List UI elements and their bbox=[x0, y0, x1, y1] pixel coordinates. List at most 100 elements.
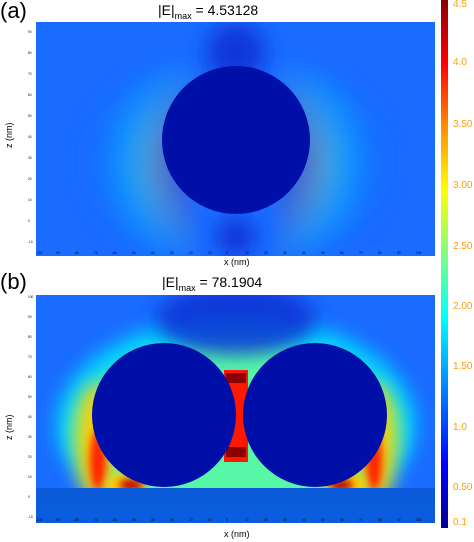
colorbar bbox=[441, 0, 448, 528]
x-tick: 40 bbox=[302, 518, 306, 522]
panel-b-z-ticks: 100 90 80 70 60 50 40 30 20 10 0 -10 bbox=[28, 295, 36, 520]
panel-b-x-axis-label: x (nm) bbox=[224, 529, 250, 539]
x-tick: 80 bbox=[378, 518, 382, 522]
z-tick: -10 bbox=[28, 240, 33, 244]
z-tick: 80 bbox=[28, 335, 32, 339]
z-tick: 20 bbox=[28, 455, 32, 459]
x-tick: -60 bbox=[112, 518, 117, 522]
panel-b-letter: (b) bbox=[0, 269, 27, 294]
x-tick: 40 bbox=[302, 251, 306, 255]
x-tick: 0 bbox=[226, 518, 228, 522]
colorbar-tick: 2.00 bbox=[453, 301, 473, 312]
z-tick: 70 bbox=[28, 355, 32, 359]
z-tick: 60 bbox=[28, 375, 32, 379]
z-tick: 40 bbox=[28, 135, 32, 139]
x-tick: -10 bbox=[207, 518, 212, 522]
x-tick: 20 bbox=[264, 251, 268, 255]
panel-b-z-axis-label: z (nm) bbox=[4, 414, 14, 441]
x-tick: -80 bbox=[74, 518, 79, 522]
z-tick: 30 bbox=[28, 435, 32, 439]
x-tick: 100 bbox=[416, 251, 422, 255]
x-tick: 10 bbox=[245, 518, 249, 522]
z-tick: 100 bbox=[28, 295, 34, 299]
x-tick: -40 bbox=[150, 518, 155, 522]
panel-a-z-ticks: 90 80 70 60 50 40 30 20 10 0 -10 bbox=[28, 30, 36, 250]
x-tick: -50 bbox=[131, 518, 136, 522]
colorbar-svg bbox=[441, 0, 448, 528]
z-tick: 50 bbox=[28, 114, 32, 118]
x-tick: 0 bbox=[226, 251, 228, 255]
colorbar-tick: 4.5 bbox=[453, 0, 467, 10]
x-tick: -30 bbox=[169, 518, 174, 522]
x-tick: -40 bbox=[150, 251, 155, 255]
z-tick: 80 bbox=[28, 51, 32, 55]
x-tick: -90 bbox=[55, 518, 60, 522]
x-tick: 30 bbox=[283, 518, 287, 522]
x-tick: -10 bbox=[207, 251, 212, 255]
panel-a-title-main: |E| bbox=[158, 2, 175, 18]
colorbar-tick: 0.1 bbox=[453, 517, 467, 528]
colorbar-tick: 1.50 bbox=[453, 361, 473, 372]
z-tick: 90 bbox=[28, 315, 32, 319]
panel-a-top-lobe bbox=[206, 22, 266, 82]
x-tick: -80 bbox=[74, 251, 79, 255]
x-tick: 60 bbox=[340, 251, 344, 255]
x-tick: -100 bbox=[36, 251, 43, 255]
panel-a-title-sub: max bbox=[174, 10, 192, 21]
panel-a-bottom-lobe bbox=[216, 217, 256, 256]
x-tick: 90 bbox=[397, 518, 401, 522]
z-tick: 40 bbox=[28, 415, 32, 419]
panel-a-field-map: -100 -90 -80 -70 -60 -50 -40 -30 -20 -10… bbox=[36, 22, 435, 256]
panel-a-sphere bbox=[162, 66, 310, 214]
x-tick: -20 bbox=[188, 251, 193, 255]
x-tick: 30 bbox=[283, 251, 287, 255]
x-tick: 100 bbox=[416, 518, 422, 522]
colorbar-tick: 3.00 bbox=[453, 180, 473, 191]
z-tick: 30 bbox=[28, 156, 32, 160]
x-tick: -70 bbox=[93, 251, 98, 255]
x-tick: 50 bbox=[321, 518, 325, 522]
x-tick: 10 bbox=[245, 251, 249, 255]
z-tick: 60 bbox=[28, 93, 32, 97]
panel-b-title: |E|max = 78.1904 bbox=[162, 275, 262, 295]
substrate-region bbox=[36, 488, 435, 523]
panel-b-title-value: = 78.1904 bbox=[199, 274, 263, 290]
x-tick: 60 bbox=[340, 518, 344, 522]
z-tick: 90 bbox=[28, 30, 32, 34]
panel-b-svg bbox=[36, 295, 435, 523]
panel-a-svg bbox=[36, 22, 435, 256]
z-tick: -10 bbox=[28, 515, 33, 519]
panel-b-title-main: |E| bbox=[162, 274, 179, 290]
x-tick: 70 bbox=[359, 518, 363, 522]
z-tick: 0 bbox=[28, 219, 30, 223]
colorbar-tick: 1.0 bbox=[453, 422, 467, 433]
x-tick: 70 bbox=[359, 251, 363, 255]
panel-a-z-axis-label: z (nm) bbox=[4, 122, 14, 149]
panel-a-title-value: = 4.53128 bbox=[195, 2, 259, 18]
panel-b-sphere-left bbox=[92, 343, 236, 487]
x-tick: 80 bbox=[378, 251, 382, 255]
z-tick: 10 bbox=[28, 198, 32, 202]
z-tick: 10 bbox=[28, 475, 32, 479]
x-tick: 20 bbox=[264, 518, 268, 522]
x-tick: -70 bbox=[93, 518, 98, 522]
x-tick: -100 bbox=[36, 518, 43, 522]
colorbar-tick: 0.50 bbox=[453, 482, 473, 493]
panel-b-title-sub: max bbox=[178, 282, 196, 293]
panel-a-title: |E|max = 4.53128 bbox=[158, 3, 258, 23]
z-tick: 50 bbox=[28, 395, 32, 399]
colorbar-ticks: 4.5 4.0 3.50 3.00 2.50 2.00 1.50 1.0 0.5… bbox=[453, 0, 474, 530]
colorbar-tick: 3.50 bbox=[453, 119, 473, 130]
x-tick: 50 bbox=[321, 251, 325, 255]
panel-a-letter: (a) bbox=[0, 0, 27, 23]
x-tick: -60 bbox=[112, 251, 117, 255]
colorbar-tick: 4.0 bbox=[453, 57, 467, 68]
x-tick: -20 bbox=[188, 518, 193, 522]
z-tick: 70 bbox=[28, 72, 32, 76]
panel-a-x-ticks: -100 -90 -80 -70 -60 -50 -40 -30 -20 -10… bbox=[36, 251, 435, 256]
panel-b-field-map: -100 -90 -80 -70 -60 -50 -40 -30 -20 -10… bbox=[36, 295, 435, 523]
x-tick: -50 bbox=[131, 251, 136, 255]
panel-b-sphere-right bbox=[243, 343, 387, 487]
colorbar-gradient bbox=[441, 0, 448, 528]
z-tick: 20 bbox=[28, 177, 32, 181]
